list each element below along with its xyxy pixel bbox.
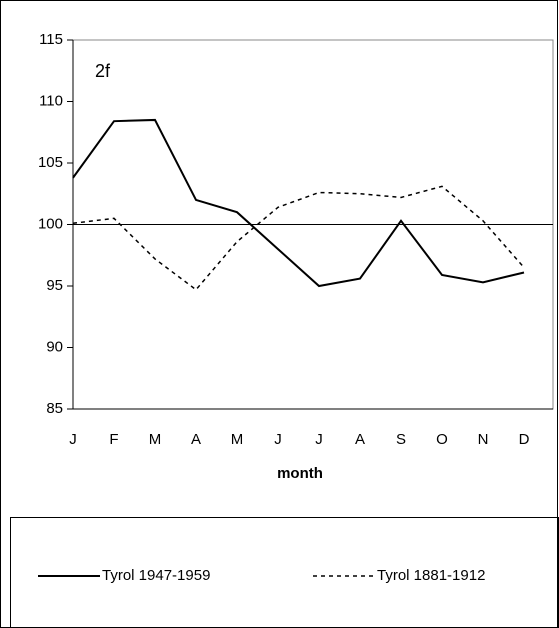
x-tick-label: S (396, 431, 406, 448)
y-tick-label: 110 (39, 92, 63, 109)
y-tick-label: 115 (39, 31, 63, 48)
y-tick-label: 105 (38, 154, 63, 171)
x-tick-label: J (315, 431, 323, 448)
x-tick-label: M (149, 431, 162, 448)
y-tick-label: 85 (46, 400, 63, 417)
x-tick-label: J (274, 431, 282, 448)
x-tick-label: N (478, 431, 489, 448)
y-tick-label: 90 (46, 338, 63, 355)
y-tick-label: 95 (46, 277, 63, 294)
legend-label: Tyrol 1881-1912 (377, 567, 485, 584)
x-tick-label: F (109, 431, 118, 448)
series-line (72, 118, 525, 288)
series-line (72, 185, 525, 291)
x-tick-label: M (231, 431, 244, 448)
x-tick-label: A (355, 431, 365, 448)
x-tick-label: D (519, 431, 530, 448)
x-axis-label: month (277, 465, 323, 482)
legend-label: Tyrol 1947-1959 (102, 567, 210, 584)
annotation: 2f (95, 61, 111, 81)
x-tick-label: A (191, 431, 201, 448)
x-tick-label: J (69, 431, 77, 448)
x-tick-label: O (436, 431, 448, 448)
y-tick-label: 100 (38, 215, 63, 232)
